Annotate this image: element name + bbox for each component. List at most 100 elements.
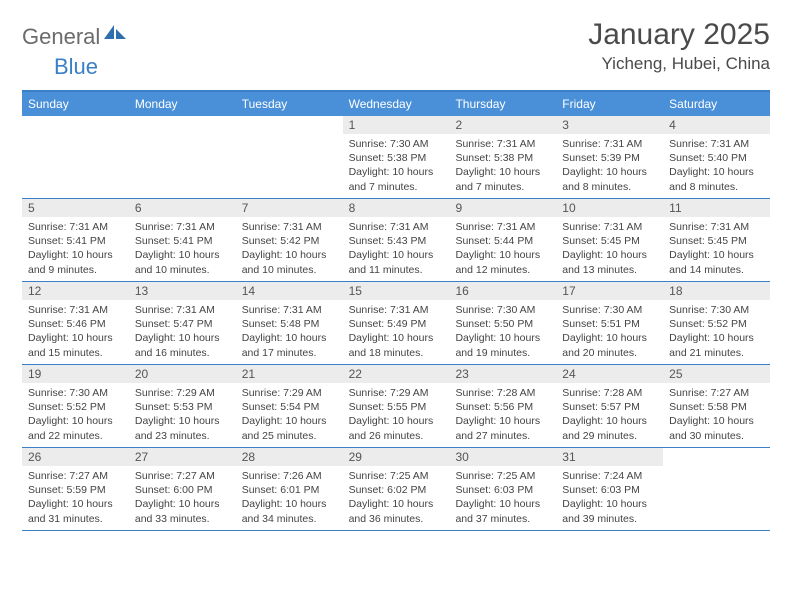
day-line: Sunrise: 7:31 AM xyxy=(349,220,444,234)
day-body: Sunrise: 7:31 AMSunset: 5:44 PMDaylight:… xyxy=(449,217,556,281)
day-number: 24 xyxy=(556,365,663,383)
day-number: 27 xyxy=(129,448,236,466)
day-cell xyxy=(22,116,129,198)
day-line: and 8 minutes. xyxy=(669,180,764,194)
day-cell xyxy=(236,116,343,198)
day-number: 25 xyxy=(663,365,770,383)
day-line: Sunrise: 7:25 AM xyxy=(455,469,550,483)
day-line: and 9 minutes. xyxy=(28,263,123,277)
day-line: and 26 minutes. xyxy=(349,429,444,443)
day-number: 19 xyxy=(22,365,129,383)
day-line: Sunset: 5:56 PM xyxy=(455,400,550,414)
day-body: Sunrise: 7:31 AMSunset: 5:43 PMDaylight:… xyxy=(343,217,450,281)
day-line: Sunrise: 7:31 AM xyxy=(562,220,657,234)
day-line: Daylight: 10 hours xyxy=(242,414,337,428)
day-cell: 30Sunrise: 7:25 AMSunset: 6:03 PMDayligh… xyxy=(449,448,556,530)
day-line: and 19 minutes. xyxy=(455,346,550,360)
logo-text-general: General xyxy=(22,24,100,50)
day-body: Sunrise: 7:31 AMSunset: 5:38 PMDaylight:… xyxy=(449,134,556,198)
day-line: Daylight: 10 hours xyxy=(669,331,764,345)
day-line: Sunset: 5:38 PM xyxy=(455,151,550,165)
day-cell: 12Sunrise: 7:31 AMSunset: 5:46 PMDayligh… xyxy=(22,282,129,364)
day-line: Daylight: 10 hours xyxy=(562,414,657,428)
day-line: Daylight: 10 hours xyxy=(669,248,764,262)
day-cell: 11Sunrise: 7:31 AMSunset: 5:45 PMDayligh… xyxy=(663,199,770,281)
day-number: 3 xyxy=(556,116,663,134)
day-header: Wednesday xyxy=(343,92,450,116)
day-line: Sunrise: 7:31 AM xyxy=(28,303,123,317)
day-line: Daylight: 10 hours xyxy=(349,497,444,511)
day-cell: 19Sunrise: 7:30 AMSunset: 5:52 PMDayligh… xyxy=(22,365,129,447)
day-number: 11 xyxy=(663,199,770,217)
day-line: Sunrise: 7:31 AM xyxy=(562,137,657,151)
day-line: Daylight: 10 hours xyxy=(455,248,550,262)
day-line: Daylight: 10 hours xyxy=(242,248,337,262)
day-number: 29 xyxy=(343,448,450,466)
day-line: Daylight: 10 hours xyxy=(349,414,444,428)
day-number: 7 xyxy=(236,199,343,217)
day-line: Sunrise: 7:30 AM xyxy=(562,303,657,317)
day-line: Sunrise: 7:31 AM xyxy=(669,220,764,234)
day-body: Sunrise: 7:29 AMSunset: 5:53 PMDaylight:… xyxy=(129,383,236,447)
day-cell: 29Sunrise: 7:25 AMSunset: 6:02 PMDayligh… xyxy=(343,448,450,530)
day-cell: 31Sunrise: 7:24 AMSunset: 6:03 PMDayligh… xyxy=(556,448,663,530)
day-body: Sunrise: 7:30 AMSunset: 5:52 PMDaylight:… xyxy=(663,300,770,364)
day-body: Sunrise: 7:29 AMSunset: 5:54 PMDaylight:… xyxy=(236,383,343,447)
day-cell: 20Sunrise: 7:29 AMSunset: 5:53 PMDayligh… xyxy=(129,365,236,447)
day-line: Sunset: 5:41 PM xyxy=(28,234,123,248)
day-number: 28 xyxy=(236,448,343,466)
day-body: Sunrise: 7:26 AMSunset: 6:01 PMDaylight:… xyxy=(236,466,343,530)
day-number: 13 xyxy=(129,282,236,300)
day-line: Sunset: 5:39 PM xyxy=(562,151,657,165)
day-line: and 37 minutes. xyxy=(455,512,550,526)
day-cell: 9Sunrise: 7:31 AMSunset: 5:44 PMDaylight… xyxy=(449,199,556,281)
day-number: 30 xyxy=(449,448,556,466)
day-line: and 7 minutes. xyxy=(455,180,550,194)
day-body: Sunrise: 7:31 AMSunset: 5:42 PMDaylight:… xyxy=(236,217,343,281)
day-cell xyxy=(663,448,770,530)
day-line: and 15 minutes. xyxy=(28,346,123,360)
day-line: Sunset: 5:53 PM xyxy=(135,400,230,414)
day-line: Sunset: 5:46 PM xyxy=(28,317,123,331)
day-line: Daylight: 10 hours xyxy=(135,248,230,262)
day-cell: 10Sunrise: 7:31 AMSunset: 5:45 PMDayligh… xyxy=(556,199,663,281)
day-line: Sunset: 5:45 PM xyxy=(562,234,657,248)
day-body: Sunrise: 7:25 AMSunset: 6:02 PMDaylight:… xyxy=(343,466,450,530)
day-cell: 8Sunrise: 7:31 AMSunset: 5:43 PMDaylight… xyxy=(343,199,450,281)
day-line: and 29 minutes. xyxy=(562,429,657,443)
day-line: Daylight: 10 hours xyxy=(562,165,657,179)
day-number: 21 xyxy=(236,365,343,383)
day-line: Sunset: 6:03 PM xyxy=(562,483,657,497)
day-header: Saturday xyxy=(663,92,770,116)
day-line: and 10 minutes. xyxy=(242,263,337,277)
day-cell: 1Sunrise: 7:30 AMSunset: 5:38 PMDaylight… xyxy=(343,116,450,198)
day-body: Sunrise: 7:28 AMSunset: 5:57 PMDaylight:… xyxy=(556,383,663,447)
day-line: Sunrise: 7:27 AM xyxy=(28,469,123,483)
day-line: and 30 minutes. xyxy=(669,429,764,443)
day-line: Sunrise: 7:26 AM xyxy=(242,469,337,483)
day-line: Daylight: 10 hours xyxy=(562,497,657,511)
day-line: Daylight: 10 hours xyxy=(562,331,657,345)
day-body xyxy=(663,466,770,473)
day-header: Tuesday xyxy=(236,92,343,116)
day-line: Sunrise: 7:24 AM xyxy=(562,469,657,483)
day-cell: 13Sunrise: 7:31 AMSunset: 5:47 PMDayligh… xyxy=(129,282,236,364)
day-line: Sunrise: 7:31 AM xyxy=(242,220,337,234)
day-line: Sunrise: 7:31 AM xyxy=(669,137,764,151)
calendar-grid: SundayMondayTuesdayWednesdayThursdayFrid… xyxy=(22,90,770,531)
day-body: Sunrise: 7:31 AMSunset: 5:46 PMDaylight:… xyxy=(22,300,129,364)
day-line: Sunrise: 7:30 AM xyxy=(455,303,550,317)
day-header: Thursday xyxy=(449,92,556,116)
day-number: 5 xyxy=(22,199,129,217)
day-line: Sunrise: 7:31 AM xyxy=(135,303,230,317)
day-body: Sunrise: 7:31 AMSunset: 5:48 PMDaylight:… xyxy=(236,300,343,364)
day-line: Sunset: 6:02 PM xyxy=(349,483,444,497)
day-cell: 22Sunrise: 7:29 AMSunset: 5:55 PMDayligh… xyxy=(343,365,450,447)
day-number: 20 xyxy=(129,365,236,383)
day-body: Sunrise: 7:31 AMSunset: 5:39 PMDaylight:… xyxy=(556,134,663,198)
day-line: Sunset: 5:42 PM xyxy=(242,234,337,248)
day-body: Sunrise: 7:27 AMSunset: 5:59 PMDaylight:… xyxy=(22,466,129,530)
day-line: Daylight: 10 hours xyxy=(135,497,230,511)
day-cell: 23Sunrise: 7:28 AMSunset: 5:56 PMDayligh… xyxy=(449,365,556,447)
week-row: 12Sunrise: 7:31 AMSunset: 5:46 PMDayligh… xyxy=(22,282,770,365)
